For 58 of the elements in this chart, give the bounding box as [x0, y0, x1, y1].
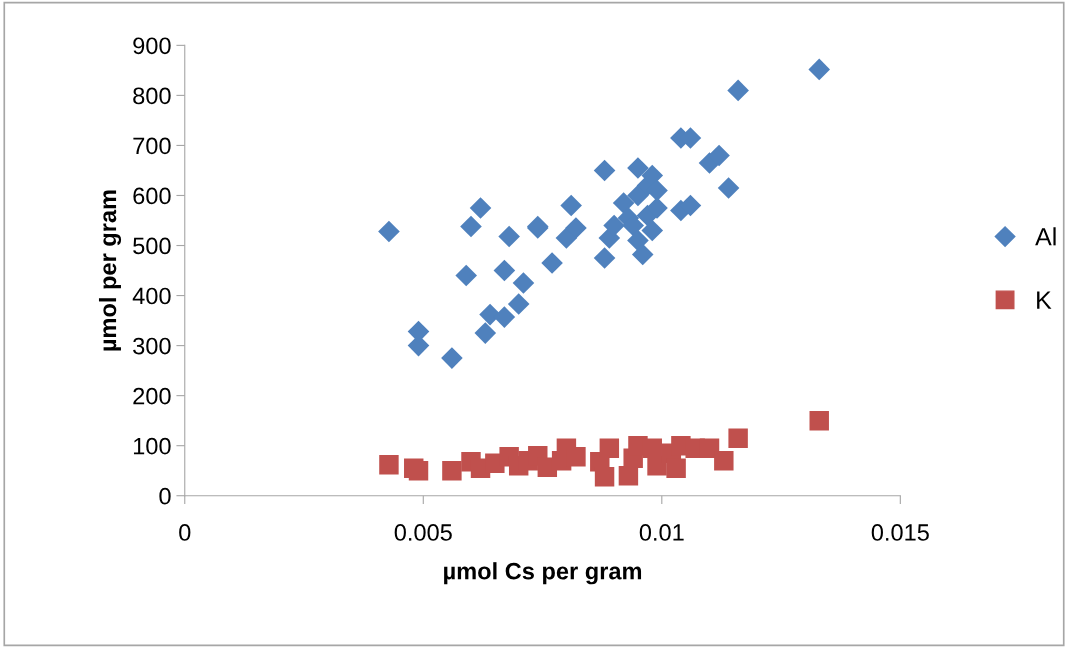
x-axis-title: µmol Cs per gram	[444, 562, 642, 585]
point	[565, 217, 587, 239]
point	[378, 220, 400, 243]
point	[442, 460, 462, 481]
point	[627, 184, 649, 207]
point	[507, 293, 530, 315]
y-tick-label: 100	[133, 437, 171, 455]
point	[599, 438, 620, 458]
point	[641, 219, 664, 242]
y-tick-label: 800	[133, 87, 171, 105]
y-tick-label: 600	[133, 187, 171, 205]
point	[627, 157, 649, 179]
point	[612, 192, 635, 214]
legend-label: K	[1037, 291, 1052, 309]
point	[666, 458, 686, 478]
point	[809, 410, 829, 431]
point	[560, 194, 582, 217]
point	[708, 144, 730, 167]
y-tick-label: 500	[133, 237, 171, 255]
y-tick-label: 200	[133, 387, 171, 405]
point	[603, 214, 625, 237]
point	[512, 272, 535, 294]
point	[541, 252, 563, 274]
point	[631, 243, 654, 266]
point	[455, 264, 478, 287]
y-tick-label: 400	[132, 287, 171, 305]
point	[808, 58, 831, 81]
y-tick-label: 900	[133, 37, 171, 55]
point	[593, 247, 616, 269]
point	[646, 197, 668, 219]
x-tick-label: 0	[179, 524, 191, 541]
point	[714, 450, 734, 471]
point	[699, 438, 720, 458]
point	[627, 229, 649, 252]
point	[408, 460, 429, 481]
point	[594, 466, 615, 487]
y-tick-label: 0	[159, 487, 171, 505]
point	[441, 347, 463, 369]
y-tick-label: 300	[133, 337, 171, 355]
legend-label: Al	[1035, 227, 1056, 246]
point	[493, 259, 516, 282]
point	[555, 227, 578, 249]
point	[493, 306, 516, 328]
x-tick-label: 0.005	[394, 524, 452, 541]
point	[474, 322, 497, 344]
point	[460, 215, 482, 238]
point	[717, 177, 740, 199]
point	[728, 428, 748, 448]
x-tick-label: 0.01	[639, 524, 684, 541]
point	[498, 225, 520, 248]
point	[593, 159, 616, 182]
x-tick-label: 0.015	[871, 524, 929, 541]
point	[727, 79, 749, 102]
y-tick-label: 700	[133, 137, 171, 155]
point	[642, 438, 662, 458]
point	[469, 197, 492, 219]
point	[379, 454, 399, 475]
y-axis-title: µmol per gram	[98, 190, 122, 351]
